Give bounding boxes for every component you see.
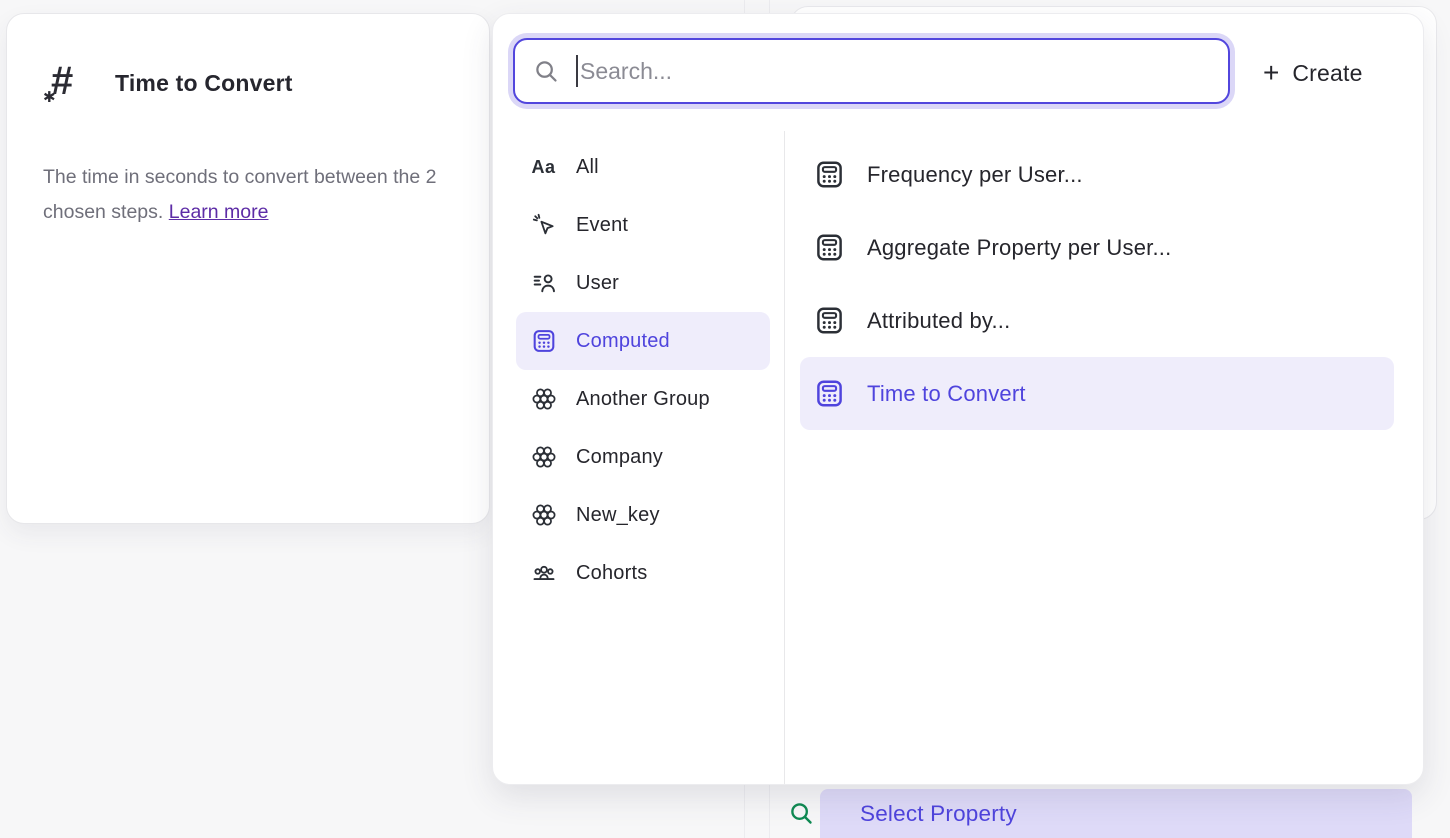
- user-icon: [530, 270, 557, 297]
- result-item-aggregate-property-per-user[interactable]: Aggregate Property per User...: [800, 211, 1394, 284]
- create-button[interactable]: + Create: [1263, 57, 1363, 88]
- cursor-click-icon: [530, 212, 557, 239]
- result-item-frequency-per-user[interactable]: Frequency per User...: [800, 138, 1394, 211]
- calculator-icon: [814, 232, 845, 263]
- sidebar-item-computed[interactable]: Computed: [516, 312, 770, 370]
- result-item-time-to-convert[interactable]: Time to Convert: [800, 357, 1394, 430]
- plus-icon: +: [1263, 57, 1280, 88]
- group-icon: [530, 386, 557, 413]
- result-item-attributed-by[interactable]: Attributed by...: [800, 284, 1394, 357]
- category-sidebar: Aa All Event: [516, 138, 770, 602]
- sidebar-item-company[interactable]: Company: [516, 428, 770, 486]
- search-icon: [788, 800, 815, 827]
- search-input[interactable]: Search...: [513, 38, 1230, 104]
- tooltip-description: The time in seconds to convert between t…: [43, 166, 437, 223]
- sidebar-item-new-key[interactable]: New_key: [516, 486, 770, 544]
- results-list: Frequency per User... Aggregate Property…: [800, 138, 1394, 430]
- search-icon: [533, 58, 560, 85]
- select-property-label: Select Property: [860, 800, 1017, 826]
- learn-more-link[interactable]: Learn more: [168, 201, 269, 223]
- sidebar-item-event[interactable]: Event: [516, 196, 770, 254]
- search-placeholder: Search...: [580, 57, 673, 84]
- select-property-row: Select Property: [770, 789, 1430, 838]
- tooltip-title: Time to Convert: [115, 69, 293, 96]
- sidebar-item-all[interactable]: Aa All: [516, 138, 770, 196]
- sidebar-item-another-group[interactable]: Another Group: [516, 370, 770, 428]
- sidebar-item-user[interactable]: User: [516, 254, 770, 312]
- property-tooltip-card: # ✱ Time to Convert The time in seconds …: [6, 13, 490, 524]
- calculator-icon: [814, 159, 845, 190]
- select-property-field[interactable]: Select Property: [820, 789, 1412, 838]
- numeric-computed-property-icon: # ✱: [43, 59, 74, 106]
- cohorts-icon: [530, 560, 557, 587]
- property-selector-popup: Search... + Create Aa All: [492, 13, 1424, 785]
- text-format-icon: Aa: [531, 156, 556, 177]
- column-divider: [784, 131, 785, 784]
- popup-body: Aa All Event: [493, 126, 1423, 784]
- group-icon: [530, 444, 557, 471]
- calculator-icon: [814, 378, 845, 409]
- group-icon: [530, 502, 557, 529]
- popup-header: Search... + Create: [493, 14, 1423, 126]
- calculator-icon: [814, 305, 845, 336]
- text-cursor: [576, 55, 578, 87]
- calculator-icon: [530, 328, 557, 355]
- sidebar-item-cohorts[interactable]: Cohorts: [516, 544, 770, 602]
